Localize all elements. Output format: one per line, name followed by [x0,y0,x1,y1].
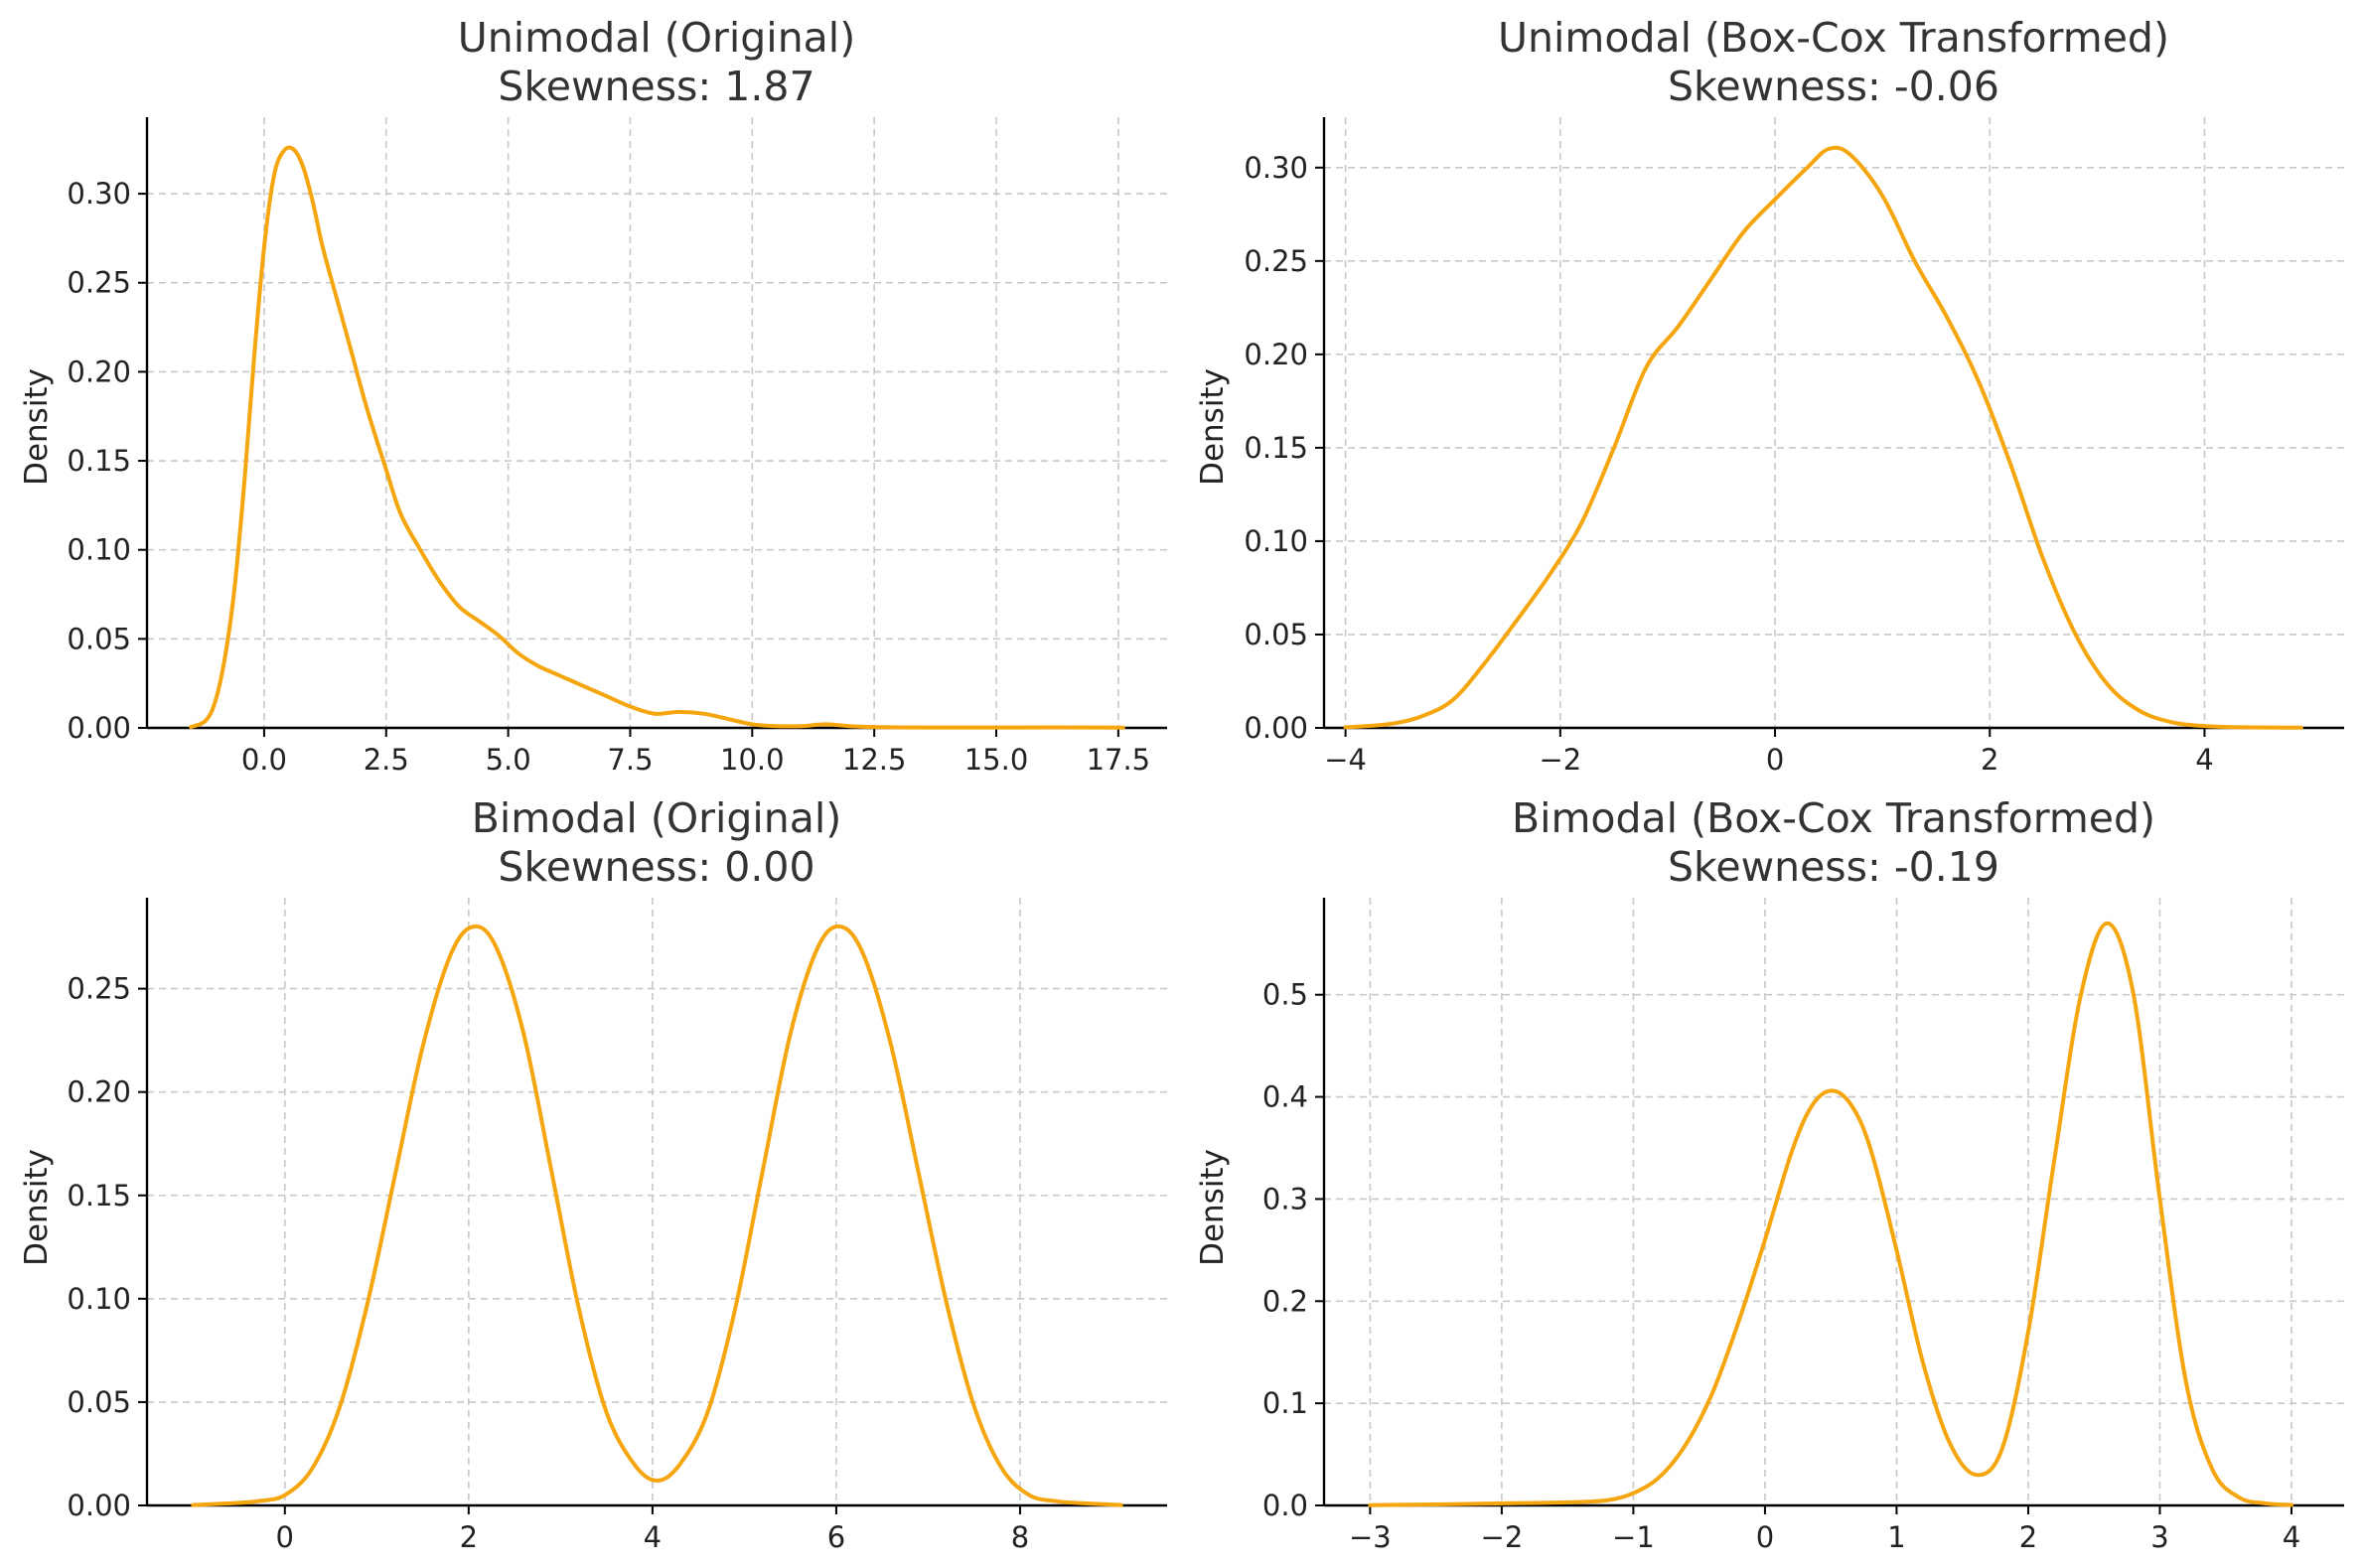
density-curve [1343,145,2303,730]
x-tick-label: −2 [1539,743,1581,777]
x-tick-label: −1 [1612,1520,1655,1554]
panel-title-line2: Skewness: 1.87 [498,63,814,110]
x-tick-label: 5.0 [486,743,531,777]
y-tick-label: 0.25 [67,266,131,300]
x-tick-label: 1 [1887,1520,1905,1554]
x-tick-label: 8 [1011,1520,1029,1554]
panel-title-line1: Bimodal (Original) [472,794,842,842]
panel-title-line1: Unimodal (Original) [458,14,855,62]
y-tick-label: 0.3 [1262,1182,1308,1215]
bimodal-boxcox-panel: −3 −2 −1 0 1 2 3 4 0.0 0.1 0.2 0.3 0.4 0.5 Bimodal (B… [1195,794,2344,1554]
plot-area: −3 −2 −1 0 1 2 3 4 0.0 0.1 0.2 0.3 0.4 0.5 [1262,898,2344,1554]
x-tick-label: −2 [1481,1520,1524,1554]
y-tick-label: 0.25 [67,972,131,1006]
panel-title-line1: Unimodal (Box-Cox Transformed) [1498,14,2169,62]
panel-title-line2: Skewness: 0.00 [498,843,814,891]
x-tick-label: −3 [1349,1520,1392,1554]
x-tick-label: 12.5 [842,743,907,777]
plot-area: −4 −2 0 2 4 0.00 0.05 0.10 0.15 0.20 0.25 0.30 [1244,117,2344,777]
y-tick-label: 0.05 [67,622,131,655]
x-tick-label: 17.5 [1087,743,1151,777]
x-tick-label: 0 [1756,1520,1774,1554]
plot-area: 0 2 4 6 8 0.00 0.05 0.10 0.15 0.20 0.25 [67,898,1167,1554]
bimodal-original-panel: 0 2 4 6 8 0.00 0.05 0.10 0.15 0.20 0.25 Bimodal (O… [19,794,1167,1554]
x-tick-label: 4 [644,1520,662,1554]
x-tick-label: 15.0 [964,743,1029,777]
panel-title-line1: Bimodal (Box-Cox Transformed) [1512,794,2155,842]
y-tick-label: 0.00 [67,1489,131,1522]
panel-title-line2: Skewness: -0.06 [1668,63,1999,110]
y-tick-label: 0.2 [1262,1284,1308,1318]
y-tick-label: 0.20 [67,355,131,388]
x-tick-label: 4 [2283,1520,2300,1554]
y-tick-label: 0.05 [1244,618,1308,651]
y-tick-label: 0.10 [67,533,131,567]
x-tick-label: 4 [2195,743,2213,777]
x-tick-label: 6 [827,1520,845,1554]
unimodal-boxcox-panel: −4 −2 0 2 4 0.00 0.05 0.10 0.15 0.20 0.25 0.30 Unim… [1195,14,2344,777]
x-tick-label: 2 [460,1520,478,1554]
y-tick-label: 0.1 [1262,1386,1308,1420]
x-tick-label: 2.5 [364,743,409,777]
y-tick-label: 0.5 [1262,978,1308,1012]
panel-title-line2: Skewness: -0.19 [1668,843,1999,891]
y-tick-label: 0.25 [1244,244,1308,278]
y-tick-label: 0.4 [1262,1080,1308,1114]
y-tick-label: 0.10 [1244,524,1308,558]
x-tick-label: −4 [1324,743,1367,777]
y-tick-label: 0.15 [67,444,131,478]
y-axis-label: Density [1195,1149,1231,1266]
x-tick-label: 2 [1981,743,1998,777]
x-tick-label: 10.0 [720,743,785,777]
density-curve [189,145,1125,730]
x-tick-label: 3 [2150,1520,2168,1554]
y-tick-label: 0.20 [1244,338,1308,371]
y-tick-label: 0.30 [67,177,131,211]
y-tick-label: 0.00 [67,711,131,745]
y-tick-label: 0.0 [1262,1489,1308,1522]
y-axis-label: Density [19,368,55,486]
y-axis-label: Density [19,1149,55,1266]
y-axis-label: Density [1195,368,1231,486]
x-tick-label: 2 [2019,1520,2037,1554]
y-tick-label: 0.20 [67,1075,131,1109]
density-curve [1368,921,2293,1507]
plot-area: 0.0 2.5 5.0 7.5 10.0 12.5 15.0 17.5 0.00 0.05 0.10… [67,117,1167,777]
y-tick-label: 0.05 [67,1385,131,1419]
x-tick-label: 7.5 [607,743,653,777]
density-curve [191,924,1123,1507]
y-tick-label: 0.15 [67,1179,131,1212]
y-tick-label: 0.15 [1244,431,1308,465]
x-tick-label: 0 [276,1520,294,1554]
y-tick-label: 0.00 [1244,711,1308,745]
y-tick-label: 0.30 [1244,151,1308,185]
y-tick-label: 0.10 [67,1282,131,1316]
x-tick-label: 0 [1766,743,1784,777]
x-tick-label: 0.0 [241,743,287,777]
unimodal-original-panel: 0.0 2.5 5.0 7.5 10.0 12.5 15.0 17.5 0.00 0.05 0.10… [19,14,1167,777]
